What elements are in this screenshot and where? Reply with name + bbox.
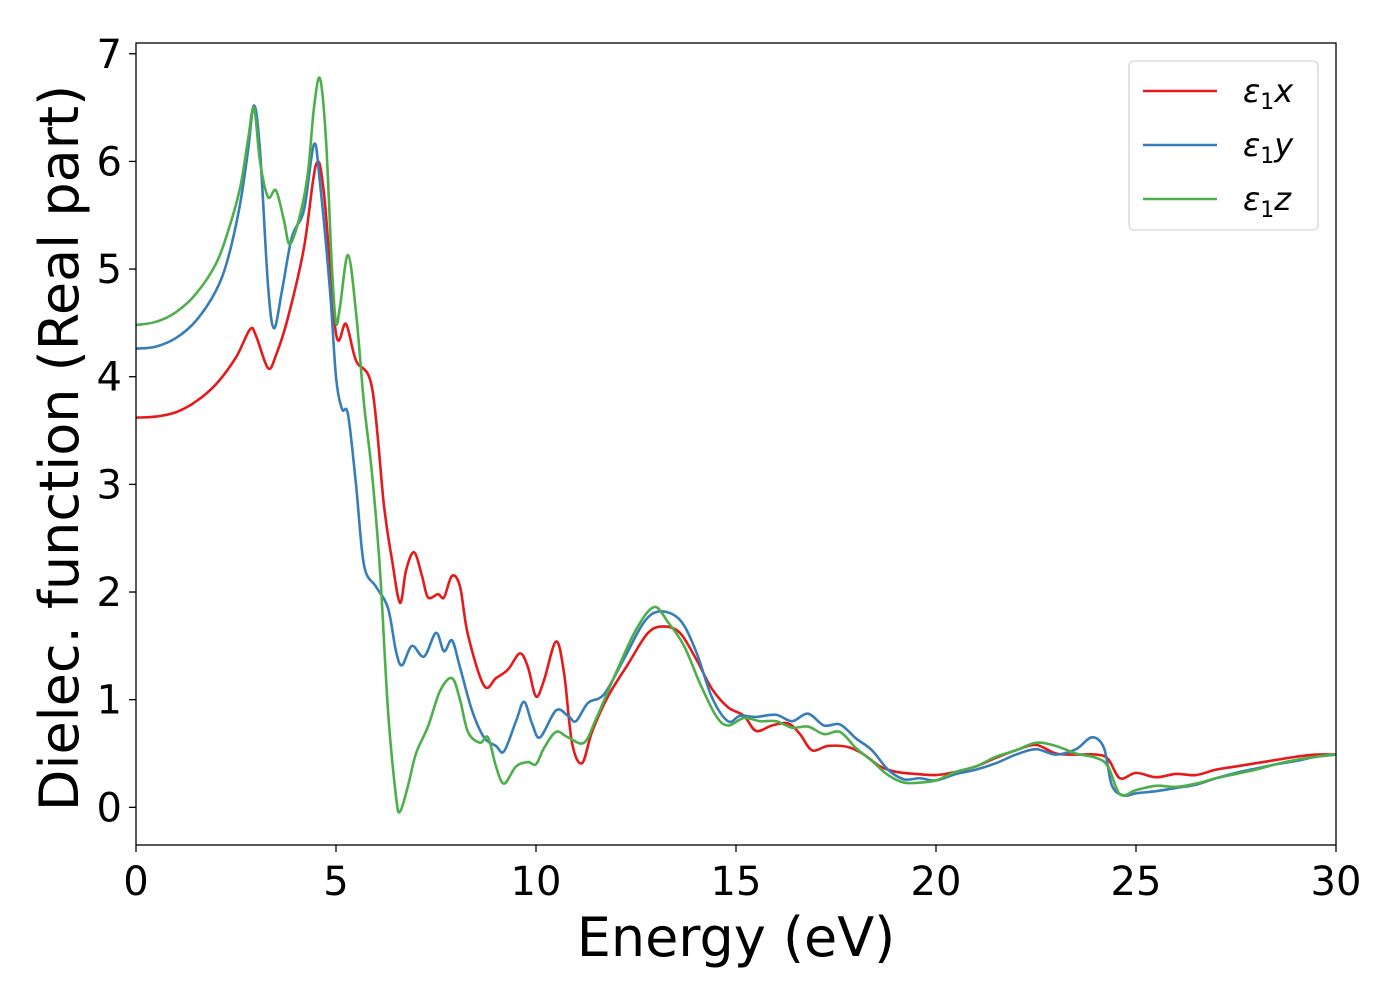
- series-line-z: [136, 76, 1336, 814]
- series-layer: [136, 76, 1336, 814]
- y-tick-label: 0: [97, 785, 122, 831]
- y-axis-title: Dielec. function (Real part): [28, 85, 91, 811]
- x-tick-label: 25: [1111, 859, 1162, 905]
- legend-label: ε1x: [1243, 72, 1294, 115]
- x-axis-title: Energy (eV): [577, 906, 896, 969]
- x-tick-label: 15: [711, 859, 762, 905]
- y-tick-label: 7: [97, 32, 122, 78]
- y-tick-label: 4: [97, 355, 122, 401]
- series-line-y: [136, 104, 1336, 798]
- series-line-x: [136, 160, 1336, 780]
- legend: ε1x ε1y ε1z: [1128, 60, 1319, 231]
- y-tick-label: 5: [97, 247, 122, 293]
- x-tick-label: 30: [1311, 859, 1362, 905]
- legend-label: ε1z: [1243, 180, 1292, 223]
- y-tick-label: 3: [97, 462, 122, 508]
- y-tick-label: 6: [97, 139, 122, 185]
- y-tick-label: 1: [97, 678, 122, 724]
- x-tick-label: 5: [323, 859, 348, 905]
- legend-label: ε1y: [1243, 126, 1294, 169]
- y-axis: 0 1 2 3 4 5 6 7: [97, 32, 136, 831]
- legend-box: [1128, 60, 1319, 231]
- x-tick-label: 10: [511, 859, 562, 905]
- legend-item-x: ε1x: [1143, 72, 1294, 115]
- legend-item-y: ε1y: [1143, 126, 1294, 169]
- legend-item-z: ε1z: [1143, 180, 1292, 223]
- x-tick-label: 20: [911, 859, 962, 905]
- x-tick-label: 0: [123, 859, 148, 905]
- x-axis: 0 5 10 15 20 25 30: [123, 845, 1361, 905]
- y-tick-label: 2: [97, 570, 122, 616]
